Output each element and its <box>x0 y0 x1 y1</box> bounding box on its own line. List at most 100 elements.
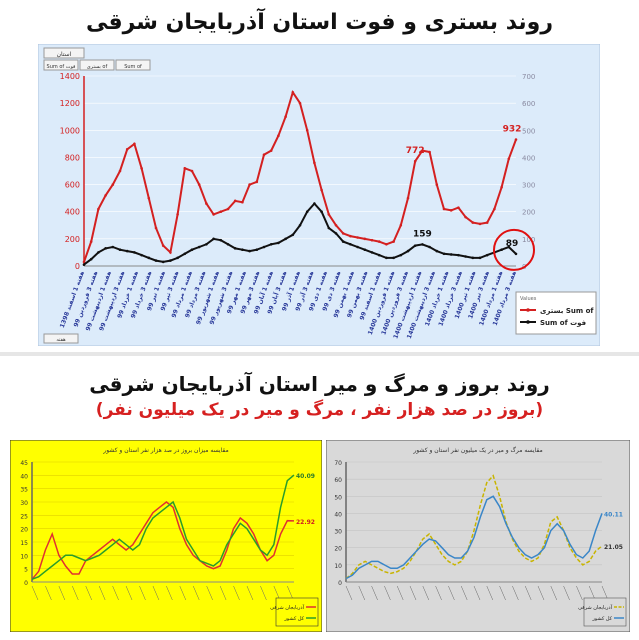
x-tick-mark <box>72 585 79 601</box>
x-tick-mark <box>273 585 281 601</box>
data-point <box>262 245 266 249</box>
field-button <box>79 59 115 71</box>
data-point <box>485 221 489 224</box>
x-tick-mark <box>371 585 378 601</box>
data-point <box>133 142 136 146</box>
data-point <box>421 243 424 246</box>
legend-label: کل کشور <box>283 616 304 622</box>
data-point <box>291 233 295 237</box>
data-point <box>313 202 316 205</box>
y2-tick-label: 300 <box>522 182 535 190</box>
data-point <box>457 253 460 257</box>
data-point <box>320 188 323 192</box>
data-point <box>385 242 388 246</box>
data-point <box>399 223 403 227</box>
data-point <box>219 210 223 214</box>
data-label: 40.09 <box>296 473 315 480</box>
data-point <box>197 183 201 186</box>
incidence-chart: 0 5 10 15 20 25 30 35 40 45 مقایسه میزان بروز در ص… <box>9 439 323 633</box>
data-point <box>197 245 201 249</box>
data-point <box>82 263 86 266</box>
y-tick-label: 10 <box>334 563 342 570</box>
x-tick-mark <box>85 585 92 601</box>
data-label: 159 <box>413 229 432 239</box>
data-point <box>399 253 403 257</box>
x-tick-mark <box>601 585 609 601</box>
data-point <box>327 213 331 216</box>
data-label: 22.92 <box>296 519 315 526</box>
data-point <box>118 169 122 173</box>
data-point <box>320 210 323 214</box>
data-point <box>334 232 338 235</box>
data-point <box>241 248 244 252</box>
y-tick-label: 1200 <box>60 99 80 108</box>
field-button-label: Sum of <box>124 64 142 70</box>
y-tick-label: 400 <box>65 208 80 217</box>
mortality-chart-panel: 0 10 20 30 40 50 60 70 مقایسه مرگ و میر در یک می… <box>325 439 631 633</box>
x-tick-mark <box>219 585 227 601</box>
data-point <box>442 207 446 211</box>
x-tick-mark <box>524 585 532 601</box>
data-point <box>428 150 431 154</box>
chart-title: مقایسه مرگ و میر در یک میلیون نفر استان … <box>412 445 542 454</box>
data-point <box>464 255 467 258</box>
data-point <box>277 134 280 138</box>
data-point <box>169 251 172 254</box>
data-point <box>500 248 503 252</box>
data-point <box>233 199 237 203</box>
legend-label: بستری Sum of <box>540 307 594 315</box>
y-tick-label: 200 <box>65 235 80 244</box>
data-point <box>111 245 115 249</box>
x-tick-mark <box>166 585 173 601</box>
bottom-chart-subtitle: (بروز در صد هزار نفر ، مرگ و میر در یک م… <box>95 400 544 420</box>
data-point <box>464 215 467 219</box>
data-point <box>241 200 244 204</box>
data-point <box>500 185 503 189</box>
legend-label: آذربایجان شرقی <box>578 604 612 611</box>
chart-background <box>9 439 323 633</box>
x-tick-mark <box>473 585 481 601</box>
data-point <box>226 207 230 211</box>
y-tick-label: 30 <box>334 529 342 536</box>
data-point <box>89 257 93 261</box>
x-tick-mark <box>233 585 240 601</box>
y-tick-label: 1400 <box>60 72 80 81</box>
data-point <box>349 242 352 246</box>
legend-label: آذربایجان شرقی <box>270 604 304 611</box>
data-point <box>269 242 273 246</box>
axis-field-label: هفته <box>56 337 66 343</box>
data-point <box>255 180 259 184</box>
data-point <box>327 226 331 230</box>
data-point <box>363 237 367 241</box>
y2-tick-label: 200 <box>522 209 535 217</box>
data-point <box>363 248 367 252</box>
x-tick-mark <box>260 585 267 601</box>
legend-title: Values <box>520 296 537 302</box>
y2-tick-label: 400 <box>522 154 535 162</box>
data-point <box>190 169 194 173</box>
data-point <box>169 259 172 262</box>
data-point <box>161 244 165 247</box>
hospitalization-chart-panel: 0 0 200 100 400 200 600 300 800 400 1000 500 1200 600… <box>37 43 601 347</box>
series-line <box>345 474 603 580</box>
field-button-label: Sum of فوت <box>47 64 77 70</box>
data-point <box>377 240 381 243</box>
y2-tick-label: 100 <box>522 236 535 244</box>
y2-tick-label: 600 <box>522 100 535 108</box>
x-tick-mark <box>460 585 468 601</box>
data-point <box>406 249 410 253</box>
y-tick-label: 30 <box>20 500 28 507</box>
data-point <box>133 251 136 254</box>
data-point <box>82 260 86 264</box>
data-point <box>147 256 151 260</box>
x-tick-mark <box>152 585 160 601</box>
x-tick-mark <box>499 585 506 601</box>
data-point <box>349 234 352 238</box>
data-point <box>233 247 237 250</box>
data-point <box>248 249 251 253</box>
data-point <box>212 237 215 241</box>
x-tick-mark <box>512 585 519 601</box>
x-tick-mark <box>588 585 596 601</box>
data-point <box>183 166 187 170</box>
